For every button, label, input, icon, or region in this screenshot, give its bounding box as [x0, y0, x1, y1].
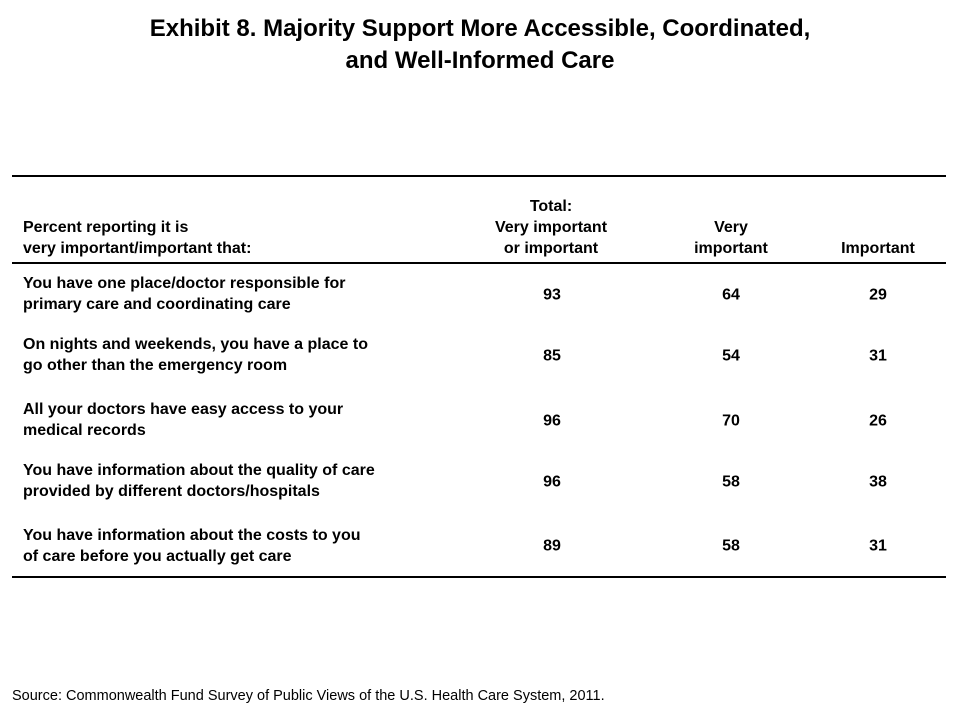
title-line-2: and Well-Informed Care [345, 47, 615, 74]
row-very-value: 58 [722, 537, 740, 555]
header-very-line-1: Very [714, 219, 748, 236]
header-total-line-3: or important [503, 240, 599, 257]
row-label-line-2: provided by different doctors/hospitals [23, 483, 320, 500]
header-total-line-1: Total: [529, 198, 573, 215]
row-label-line-1: On nights and weekends, you have a place… [23, 336, 368, 353]
row-total-value: 85 [543, 347, 561, 365]
header-label-line-1: Percent reporting it is [23, 219, 189, 236]
row-label-line-2: of care before you actually get care [23, 548, 292, 565]
title-line-1: Exhibit 8. Majority Support More Accessi… [149, 15, 811, 42]
exhibit-title: Exhibit 8. Majority Support More Accessi… [0, 13, 960, 77]
row-very-value: 64 [722, 286, 740, 304]
row-important-value: 31 [869, 537, 887, 555]
row-label-line-2: medical records [23, 422, 146, 439]
header-label-line-2: very important/important that: [23, 240, 252, 257]
survey-table: Percent reporting it is very important/i… [12, 175, 946, 578]
row-total-value: 96 [543, 473, 561, 491]
table-row-label: On nights and weekends, you have a place… [23, 334, 368, 376]
table-row-label: All your doctors have easy access to you… [23, 399, 343, 441]
row-label-line-1: All your doctors have easy access to you… [23, 401, 344, 418]
row-important-value: 31 [869, 347, 887, 365]
header-row-label: Percent reporting it is very important/i… [23, 217, 251, 259]
row-very-value: 54 [722, 347, 740, 365]
row-total-value: 93 [543, 286, 561, 304]
table-row-label: You have one place/doctor responsible fo… [23, 273, 345, 315]
row-label-line-1: You have information about the costs to … [23, 527, 361, 544]
row-very-value: 58 [722, 473, 740, 491]
header-important: Important [841, 238, 915, 259]
header-very-line-2: important [694, 240, 768, 257]
header-total-line-2: Very important [494, 219, 608, 236]
row-important-value: 26 [869, 412, 887, 430]
table-row-label: You have information about the quality o… [23, 460, 375, 502]
row-very-value: 70 [722, 412, 740, 430]
row-important-value: 38 [869, 473, 887, 491]
table-row-label: You have information about the costs to … [23, 525, 361, 567]
row-label-line-2: primary care and coordinating care [23, 296, 291, 313]
source-note: Source: Commonwealth Fund Survey of Publ… [12, 688, 605, 704]
header-important-label: Important [841, 240, 915, 257]
row-label-line-2: go other than the emergency room [23, 357, 288, 374]
header-total: Total: Very important or important [495, 196, 607, 259]
header-very-important: Very important [694, 217, 768, 259]
header-rule [12, 262, 946, 264]
row-label-line-1: You have information about the quality o… [23, 462, 375, 479]
row-label-line-1: You have one place/doctor responsible fo… [23, 275, 346, 292]
row-total-value: 96 [543, 412, 561, 430]
row-important-value: 29 [869, 286, 887, 304]
row-total-value: 89 [543, 537, 561, 555]
